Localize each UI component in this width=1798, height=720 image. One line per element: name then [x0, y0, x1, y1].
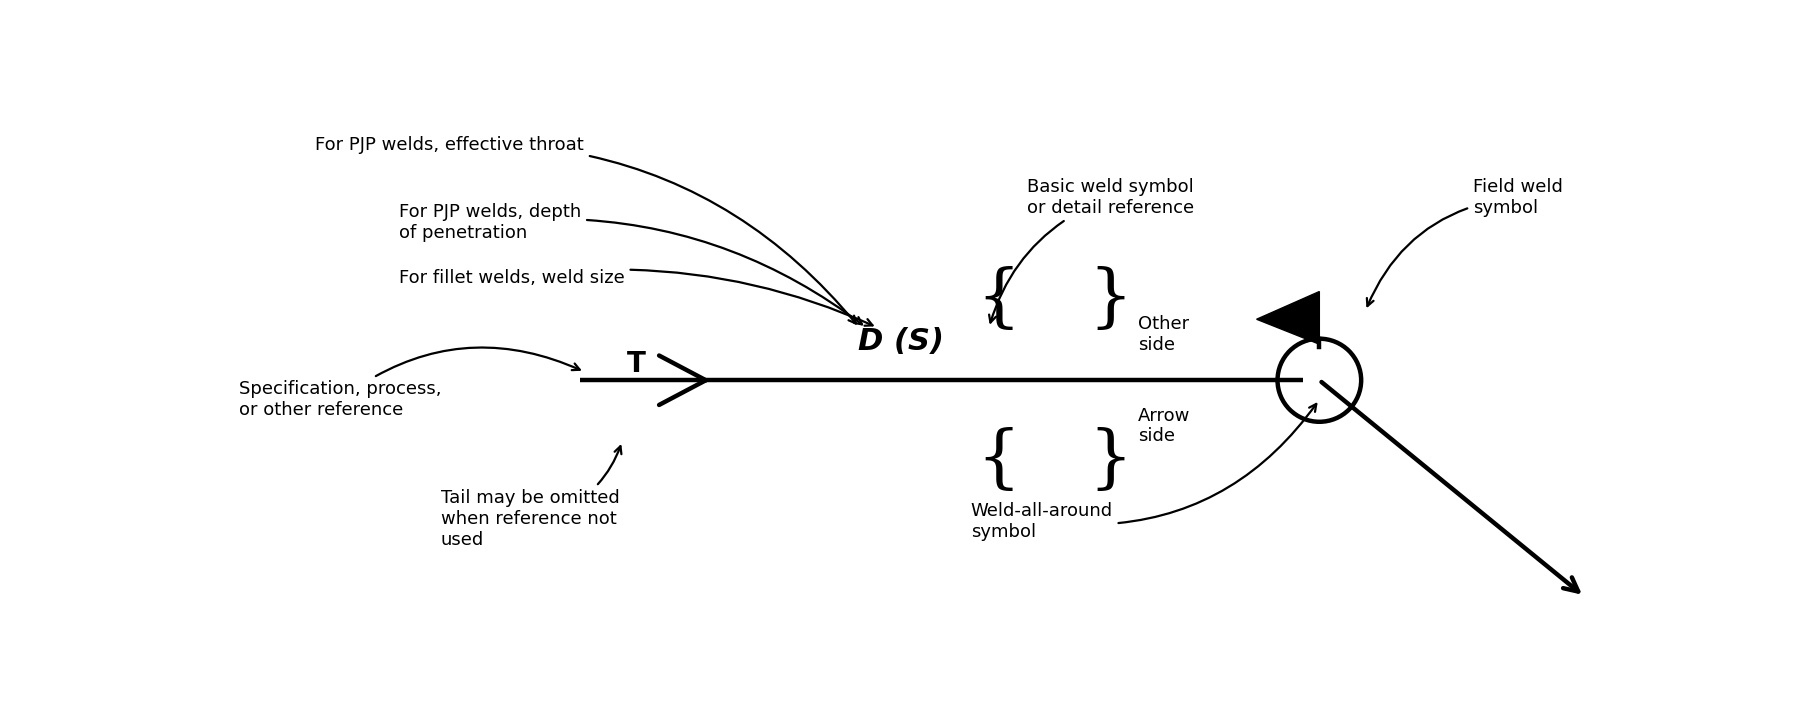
Text: Arrow
side: Arrow side [1138, 407, 1190, 446]
Polygon shape [1257, 292, 1318, 344]
Text: Other
side: Other side [1138, 315, 1188, 354]
Text: D (S): D (S) [858, 327, 944, 356]
Text: }: } [1088, 428, 1131, 494]
Text: For PJP welds, effective throat: For PJP welds, effective throat [315, 135, 856, 323]
Text: T: T [626, 350, 645, 377]
Text: Weld-all-around
symbol: Weld-all-around symbol [971, 404, 1316, 541]
Text: For PJP welds, depth
of penetration: For PJP welds, depth of penetration [399, 203, 861, 325]
Text: Tail may be omitted
when reference not
used: Tail may be omitted when reference not u… [441, 446, 620, 549]
Text: For fillet welds, weld size: For fillet welds, weld size [399, 269, 872, 325]
Text: }: } [1088, 266, 1131, 333]
Text: Specification, process,
or other reference: Specification, process, or other referen… [239, 348, 579, 419]
Text: Field weld
symbol: Field weld symbol [1366, 178, 1562, 306]
Text: Basic weld symbol
or detail reference: Basic weld symbol or detail reference [989, 178, 1194, 323]
Text: {: { [976, 428, 1019, 494]
Text: {: { [976, 266, 1019, 333]
